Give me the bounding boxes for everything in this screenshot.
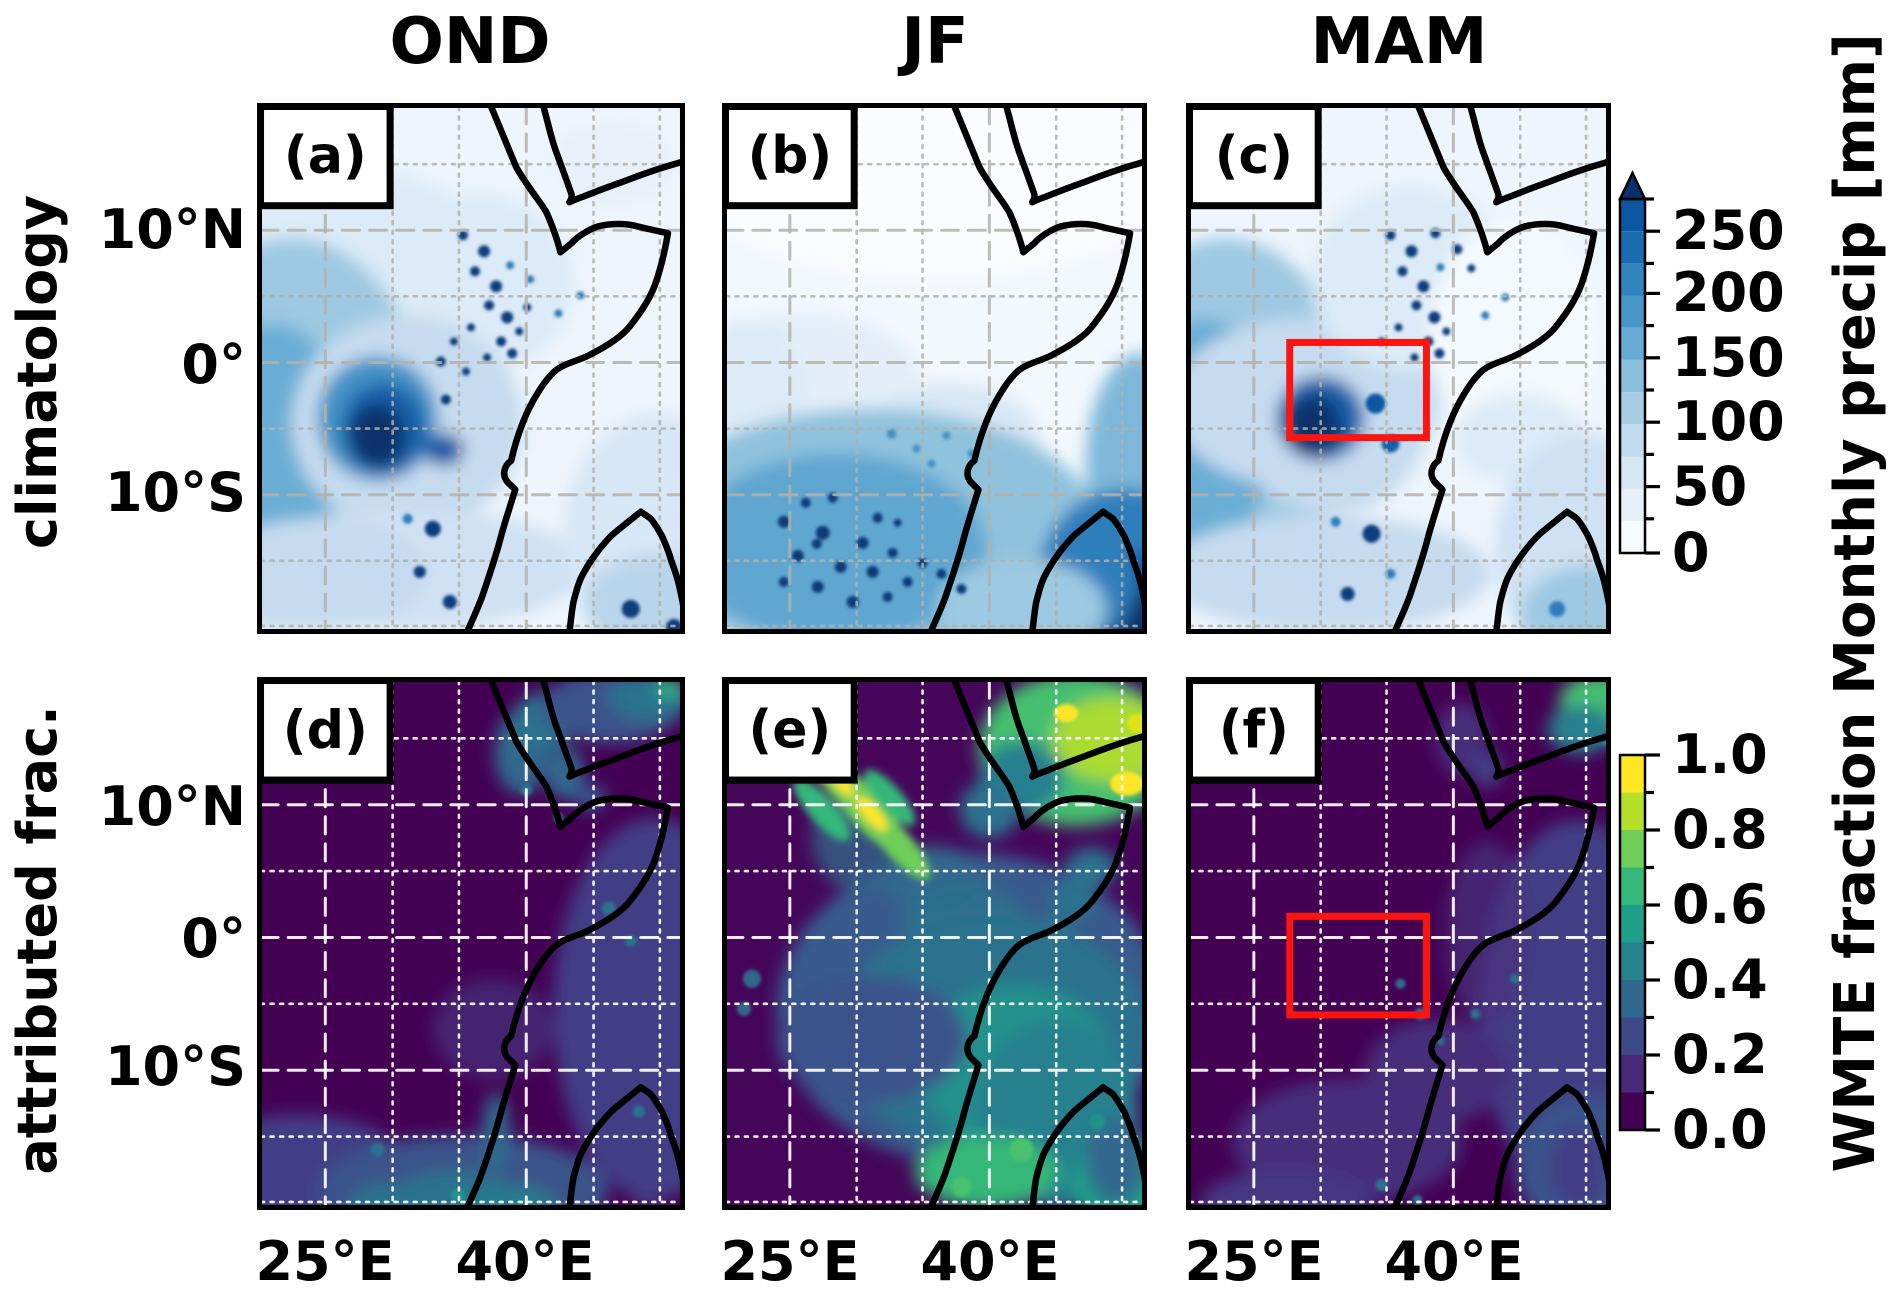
panel-label-box: (e) [722, 677, 858, 784]
lat-tick-0-row1: 0° [181, 333, 246, 396]
precip-field [1186, 186, 1611, 634]
column-title-jf: JF [901, 5, 969, 79]
panel-border [1186, 103, 1611, 634]
panel-letter: (b) [748, 126, 833, 186]
precip-tick-50: 50 [1672, 455, 1748, 518]
map-panel-c: (c) [1186, 103, 1611, 634]
colorbar-precip-ticks [1645, 197, 1660, 555]
map-panel-f: (f) [1186, 677, 1611, 1210]
column-title-ond: OND [389, 5, 551, 79]
fraction-field [1200, 677, 1611, 1210]
panel-label-box: (d) [257, 677, 394, 784]
colorbar-precip-segments [1618, 170, 1647, 555]
wmte-tick-0.6: 0.6 [1672, 873, 1768, 936]
precip-speckles [777, 428, 976, 608]
panel-letter: (d) [283, 700, 368, 761]
map-panel-e: (e) [722, 677, 1147, 1210]
wmte-tick-0.0: 0.0 [1672, 1098, 1768, 1161]
study-region-box [1286, 912, 1430, 1019]
wmte-tick-0.4: 0.4 [1672, 948, 1768, 1011]
wmte-tick-0.8: 0.8 [1672, 798, 1768, 861]
study-region-box [1286, 338, 1430, 442]
panel-border [722, 677, 1147, 1210]
colorbar-precip [1618, 170, 1660, 555]
lat-tick-10n-row2: 10°N [98, 775, 246, 838]
row-label-attributed-frac: attributed frac. [6, 705, 69, 1175]
panel-label-box: (a) [257, 103, 394, 210]
panel-border [1186, 677, 1611, 1210]
wmte-tick-1.0: 1.0 [1672, 723, 1768, 786]
colorbar-wmte [1618, 753, 1660, 1132]
map-panel-d: (d) [257, 677, 685, 1210]
wmte-tick-0.2: 0.2 [1672, 1023, 1768, 1086]
colorbar-wmte-ticks [1645, 753, 1660, 1132]
panel-border [722, 103, 1147, 634]
lon-tick-40e-col2: 40°E [920, 1230, 1060, 1293]
wmte-colorbar-label: WMTE fraction [1823, 711, 1888, 1173]
panel-border [257, 103, 685, 634]
precip-tick-100: 100 [1672, 390, 1785, 453]
precip-tick-200: 200 [1672, 261, 1785, 324]
panel-label-box: (f) [1186, 677, 1322, 784]
panel-letter: (e) [749, 700, 832, 760]
lat-tick-10s-row1: 10°S [104, 461, 246, 524]
panel-label-box: (c) [1186, 103, 1322, 210]
panel-border [257, 677, 685, 1210]
precip-tick-150: 150 [1672, 326, 1785, 389]
lon-tick-40e-col1: 40°E [455, 1230, 595, 1293]
lon-tick-25e-col1: 25°E [255, 1230, 395, 1293]
precip-tick-0: 0 [1672, 521, 1710, 584]
lat-tick-0-row2: 0° [181, 907, 246, 970]
panel-letter: (a) [284, 126, 367, 186]
row-label-climatology: climatology [6, 194, 69, 550]
lon-tick-25e-col3: 25°E [1184, 1230, 1324, 1293]
map-panel-b: (b) [722, 103, 1147, 634]
lon-tick-40e-col3: 40°E [1384, 1230, 1524, 1293]
lat-tick-10s-row2: 10°S [104, 1035, 246, 1098]
colorbar-wmte-segments [1618, 753, 1647, 1132]
panel-label-box: (b) [722, 103, 858, 210]
lat-tick-10n-row1: 10°N [98, 198, 246, 261]
fraction-speckles [736, 704, 1147, 1197]
precip-tick-250: 250 [1672, 199, 1785, 262]
panel-letter: (f) [1219, 700, 1289, 760]
column-title-mam: MAM [1310, 5, 1488, 79]
fraction-field [257, 677, 685, 1210]
colorbar-extend-arrow [1618, 170, 1647, 201]
panel-letter: (c) [1215, 126, 1293, 186]
precip-colorbar-label: Monthly precip [mm] [1823, 33, 1888, 695]
lon-tick-25e-col2: 25°E [720, 1230, 860, 1293]
map-panel-a: (a) [257, 103, 685, 634]
